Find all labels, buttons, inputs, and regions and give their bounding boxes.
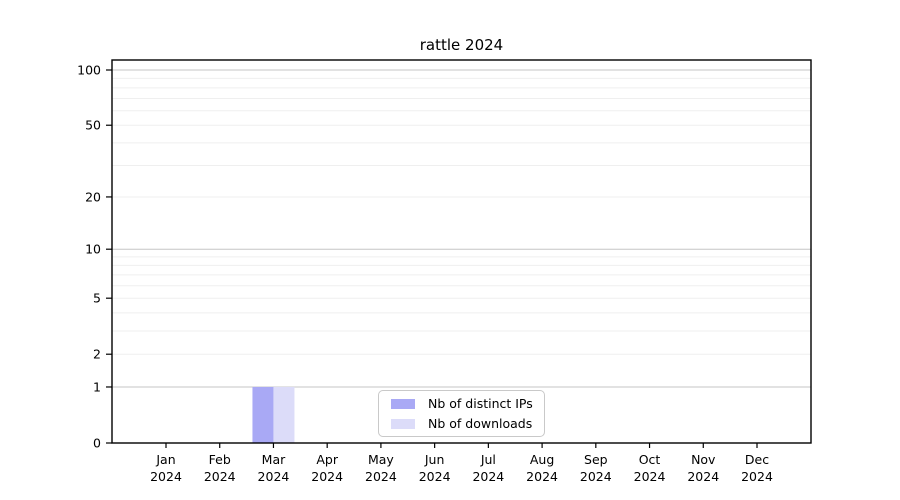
x-tick-label-year: 2024 [419,469,451,484]
legend-item-downloads: Nb of downloads [387,416,536,431]
x-tick-label-month: Sep [584,452,608,467]
y-tick-label: 2 [93,347,101,362]
x-tick-label-year: 2024 [741,469,773,484]
y-tick-label: 50 [85,118,101,133]
x-tick-label-month: Jul [480,452,496,467]
legend: Nb of distinct IPs Nb of downloads [378,390,545,437]
y-tick-label: 100 [77,63,101,78]
x-tick-label-year: 2024 [311,469,343,484]
y-tick-label: 0 [93,436,101,451]
y-tick-label: 1 [93,379,101,394]
bar-distinct-ips [252,386,274,443]
axis-frame [111,59,812,444]
x-tick-label-month: Nov [691,452,716,467]
legend-label-distinct-ips: Nb of distinct IPs [428,396,533,411]
x-tick-label-year: 2024 [634,469,666,484]
x-tick-label-year: 2024 [687,469,719,484]
x-tick-label-year: 2024 [526,469,558,484]
x-tick-label-year: 2024 [365,469,397,484]
x-tick-label-month: Mar [262,452,286,467]
legend-swatch-downloads [391,418,415,429]
x-tick-label-month: Oct [639,452,661,467]
y-tick-label: 10 [85,242,101,257]
legend-swatch-distinct-ips [391,398,415,409]
x-tick-label-month: Dec [745,452,769,467]
x-tick-label-month: Jun [424,452,445,467]
x-tick-label-year: 2024 [472,469,504,484]
x-tick-label-year: 2024 [204,469,236,484]
chart-title: rattle 2024 [419,36,504,54]
legend-label-downloads: Nb of downloads [428,416,533,431]
x-tick-label-month: Apr [316,452,338,467]
x-tick-label-year: 2024 [258,469,290,484]
x-tick-label-year: 2024 [580,469,612,484]
x-tick-label-month: Feb [209,452,231,467]
bar-downloads [273,386,295,443]
y-tick-label: 5 [93,291,101,306]
legend-item-distinct-ips: Nb of distinct IPs [387,396,536,411]
x-tick-label-year: 2024 [150,469,182,484]
x-tick-label-month: May [368,452,394,467]
y-tick-label: 20 [85,189,101,204]
x-tick-label-month: Aug [530,452,554,467]
x-tick-label-month: Jan [155,452,175,467]
